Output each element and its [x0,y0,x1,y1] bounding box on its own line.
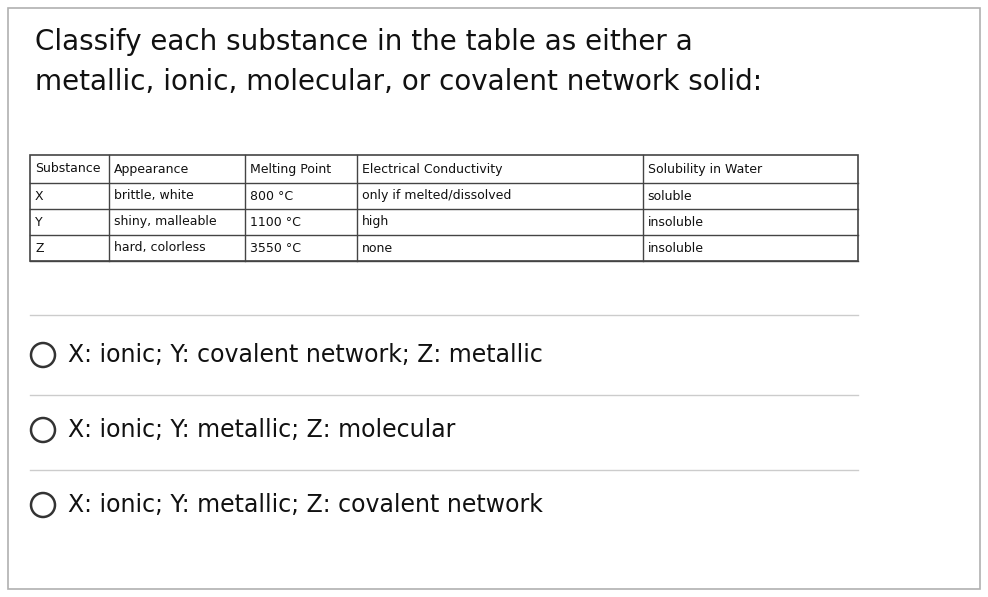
Text: Substance: Substance [35,162,101,176]
Text: soluble: soluble [648,189,693,202]
Text: Appearance: Appearance [114,162,189,176]
Text: X: ionic; Y: covalent network; Z: metallic: X: ionic; Y: covalent network; Z: metall… [68,343,542,367]
Text: hard, colorless: hard, colorless [114,242,206,254]
Text: X: X [35,189,43,202]
Text: Z: Z [35,242,43,254]
Text: none: none [362,242,393,254]
Text: 1100 °C: 1100 °C [250,216,301,229]
Text: Classify each substance in the table as either a: Classify each substance in the table as … [35,28,693,56]
Bar [30,155,858,261]
Text: X: ionic; Y: metallic; Z: molecular: X: ionic; Y: metallic; Z: molecular [68,418,455,442]
Text: only if melted/dissolved: only if melted/dissolved [362,189,512,202]
Text: shiny, malleable: shiny, malleable [114,216,216,229]
Text: Electrical Conductivity: Electrical Conductivity [362,162,503,176]
Text: X: ionic; Y: metallic; Z: covalent network: X: ionic; Y: metallic; Z: covalent netwo… [68,493,542,517]
Text: metallic, ionic, molecular, or covalent network solid:: metallic, ionic, molecular, or covalent … [35,68,762,96]
Text: Solubility in Water: Solubility in Water [648,162,762,176]
Text: 800 °C: 800 °C [250,189,293,202]
Text: Y: Y [35,216,42,229]
Text: high: high [362,216,389,229]
Text: insoluble: insoluble [648,216,703,229]
Text: 3550 °C: 3550 °C [250,242,301,254]
Text: Melting Point: Melting Point [250,162,331,176]
Text: insoluble: insoluble [648,242,703,254]
Text: brittle, white: brittle, white [114,189,194,202]
